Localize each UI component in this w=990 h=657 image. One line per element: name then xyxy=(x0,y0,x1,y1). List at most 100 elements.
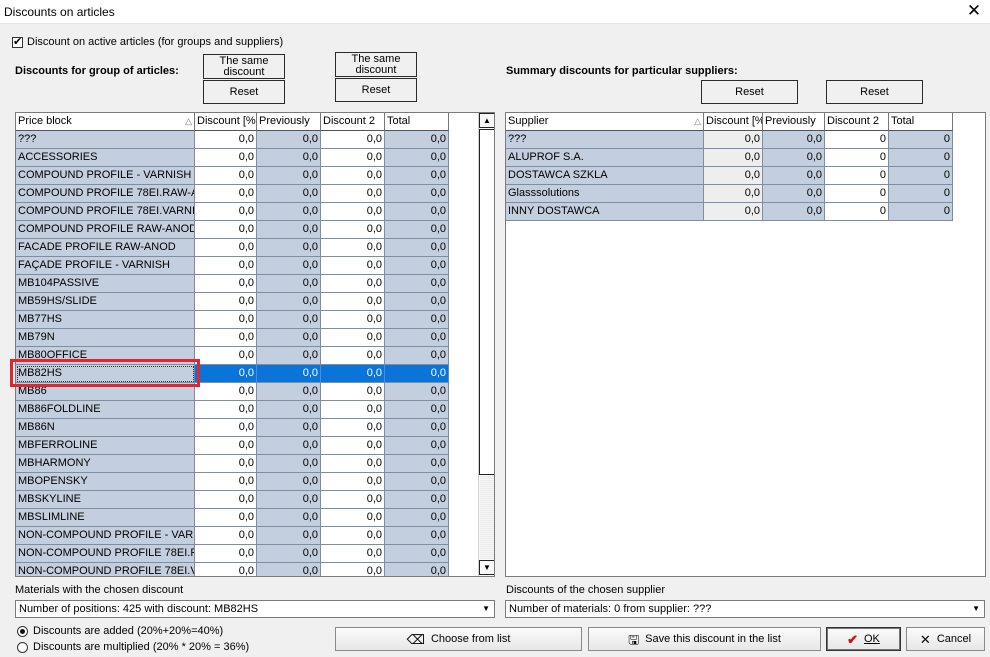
value-cell[interactable]: 0,0 xyxy=(321,239,385,257)
scroll-up-icon[interactable]: ▲ xyxy=(479,113,494,128)
value-cell[interactable]: 0,0 xyxy=(321,563,385,576)
groups-table-row[interactable]: MB59HS/SLIDE 0,0 0,0 0,0 0,0 xyxy=(16,293,449,311)
value-cell[interactable]: 0,0 xyxy=(257,563,321,576)
value-cell[interactable]: 0,0 xyxy=(385,491,449,509)
active-articles-checkbox[interactable]: ✔ xyxy=(12,36,23,48)
save-discount-button[interactable]: 🖫 Save this discount in the list xyxy=(588,627,821,651)
suppliers-table-row[interactable]: ALUPROF S.A. 0,0 0,0 0 0 xyxy=(506,149,953,167)
value-cell[interactable]: 0,0 xyxy=(321,383,385,401)
groups-table-row[interactable]: MBSKYLINE 0,0 0,0 0,0 0,0 xyxy=(16,491,449,509)
suppliers-table-row[interactable]: INNY DOSTAWCA 0,0 0,0 0 0 xyxy=(506,203,953,221)
row-label-cell[interactable]: MBOPENSKY xyxy=(16,473,195,491)
row-label-cell[interactable]: Glasssolutions xyxy=(506,185,704,203)
row-label-cell[interactable]: NON-COMPOUND PROFILE 78EI.V xyxy=(16,563,195,576)
row-label-cell[interactable]: FAÇADE PROFILE - VARNISH xyxy=(16,257,195,275)
value-cell[interactable]: 0,0 xyxy=(385,131,449,149)
value-cell[interactable]: 0,0 xyxy=(704,185,763,203)
value-cell[interactable]: 0,0 xyxy=(195,239,257,257)
suppliers-table-row[interactable]: ??? 0,0 0,0 0 0 xyxy=(506,131,953,149)
column-header-total[interactable]: Total xyxy=(889,113,953,131)
value-cell[interactable]: 0,0 xyxy=(321,401,385,419)
value-cell[interactable]: 0,0 xyxy=(763,131,825,149)
row-label-cell[interactable]: MBFERROLINE xyxy=(16,437,195,455)
value-cell[interactable]: 0,0 xyxy=(195,221,257,239)
value-cell[interactable]: 0,0 xyxy=(195,527,257,545)
row-label-cell[interactable]: MB104PASSIVE xyxy=(16,275,195,293)
column-header-total[interactable]: Total xyxy=(385,113,449,131)
value-cell[interactable]: 0,0 xyxy=(257,167,321,185)
value-cell[interactable]: 0 xyxy=(889,149,953,167)
groups-table-row[interactable]: MBOPENSKY 0,0 0,0 0,0 0,0 xyxy=(16,473,449,491)
value-cell[interactable]: 0,0 xyxy=(257,473,321,491)
value-cell[interactable]: 0,0 xyxy=(385,221,449,239)
value-cell[interactable]: 0,0 xyxy=(257,329,321,347)
value-cell[interactable]: 0 xyxy=(825,185,889,203)
scroll-down-icon[interactable]: ▼ xyxy=(479,560,494,575)
value-cell[interactable]: 0,0 xyxy=(257,131,321,149)
column-header-discount[interactable]: Discount [% xyxy=(704,113,763,131)
value-cell[interactable]: 0,0 xyxy=(257,311,321,329)
groups-table-row[interactable]: MB86N 0,0 0,0 0,0 0,0 xyxy=(16,419,449,437)
row-label-cell[interactable]: MBHARMONY xyxy=(16,455,195,473)
value-cell[interactable]: 0,0 xyxy=(385,383,449,401)
value-cell[interactable]: 0,0 xyxy=(763,203,825,221)
value-cell[interactable]: 0,0 xyxy=(763,185,825,203)
value-cell[interactable]: 0,0 xyxy=(195,365,257,383)
groups-reset-button[interactable]: Reset xyxy=(203,80,285,104)
groups-table-row[interactable]: COMPOUND PROFILE RAW-ANOD 0,0 0,0 0,0 0,0 xyxy=(16,221,449,239)
row-label-cell[interactable]: MB79N xyxy=(16,329,195,347)
row-label-cell[interactable]: COMPOUND PROFILE 78EI.RAW-A xyxy=(16,185,195,203)
value-cell[interactable]: 0,0 xyxy=(321,509,385,527)
value-cell[interactable]: 0,0 xyxy=(321,527,385,545)
groups-scrollbar[interactable]: ▲ ▼ xyxy=(478,113,494,576)
value-cell[interactable]: 0,0 xyxy=(195,347,257,365)
scroll-thumb[interactable] xyxy=(479,129,494,475)
value-cell[interactable]: 0 xyxy=(889,167,953,185)
value-cell[interactable]: 0 xyxy=(889,185,953,203)
value-cell[interactable]: 0,0 xyxy=(704,149,763,167)
row-label-cell[interactable]: FACADE PROFILE RAW-ANOD xyxy=(16,239,195,257)
discounts-multiplied-radio[interactable] xyxy=(17,642,28,653)
value-cell[interactable]: 0,0 xyxy=(321,185,385,203)
row-label-cell[interactable]: COMPOUND PROFILE 78EI.VARNI xyxy=(16,203,195,221)
groups-table-row[interactable]: NON-COMPOUND PROFILE 78EI.R 0,0 0,0 0,0 0,0 xyxy=(16,545,449,563)
value-cell[interactable]: 0,0 xyxy=(385,401,449,419)
value-cell[interactable]: 0,0 xyxy=(321,455,385,473)
value-cell[interactable]: 0,0 xyxy=(257,365,321,383)
suppliers-reset-button-2[interactable]: Reset xyxy=(826,80,923,104)
value-cell[interactable]: 0,0 xyxy=(763,167,825,185)
groups-table-row[interactable]: FACADE PROFILE RAW-ANOD 0,0 0,0 0,0 0,0 xyxy=(16,239,449,257)
value-cell[interactable]: 0,0 xyxy=(195,257,257,275)
value-cell[interactable]: 0,0 xyxy=(385,473,449,491)
value-cell[interactable]: 0,0 xyxy=(321,473,385,491)
groups-table-row[interactable]: MB104PASSIVE 0,0 0,0 0,0 0,0 xyxy=(16,275,449,293)
value-cell[interactable]: 0,0 xyxy=(257,401,321,419)
value-cell[interactable]: 0,0 xyxy=(195,509,257,527)
groups-grid[interactable]: Price block △ Discount [% Previously Disc… xyxy=(15,112,495,577)
value-cell[interactable]: 0,0 xyxy=(321,491,385,509)
materials-combo[interactable]: Number of positions: 425 with discount: … xyxy=(15,600,495,618)
value-cell[interactable]: 0,0 xyxy=(385,185,449,203)
value-cell[interactable]: 0,0 xyxy=(195,167,257,185)
value-cell[interactable]: 0,0 xyxy=(704,167,763,185)
value-cell[interactable]: 0,0 xyxy=(257,239,321,257)
groups-table-row[interactable]: FAÇADE PROFILE - VARNISH 0,0 0,0 0,0 0,0 xyxy=(16,257,449,275)
value-cell[interactable]: 0 xyxy=(825,131,889,149)
value-cell[interactable]: 0,0 xyxy=(385,545,449,563)
value-cell[interactable]: 0,0 xyxy=(385,347,449,365)
value-cell[interactable]: 0,0 xyxy=(195,203,257,221)
value-cell[interactable]: 0,0 xyxy=(704,203,763,221)
row-label-cell[interactable]: MB77HS xyxy=(16,311,195,329)
row-label-cell[interactable]: ??? xyxy=(16,131,195,149)
groups-table-row[interactable]: COMPOUND PROFILE 78EI.RAW-A 0,0 0,0 0,0 0,0 xyxy=(16,185,449,203)
groups-table-row[interactable]: MB77HS 0,0 0,0 0,0 0,0 xyxy=(16,311,449,329)
value-cell[interactable]: 0,0 xyxy=(195,437,257,455)
value-cell[interactable]: 0,0 xyxy=(257,491,321,509)
value-cell[interactable]: 0,0 xyxy=(321,131,385,149)
value-cell[interactable]: 0,0 xyxy=(195,185,257,203)
value-cell[interactable]: 0,0 xyxy=(385,275,449,293)
row-label-cell[interactable]: MB82HS xyxy=(16,365,195,383)
value-cell[interactable]: 0,0 xyxy=(257,347,321,365)
value-cell[interactable]: 0,0 xyxy=(195,563,257,576)
row-label-cell[interactable]: COMPOUND PROFILE RAW-ANOD xyxy=(16,221,195,239)
